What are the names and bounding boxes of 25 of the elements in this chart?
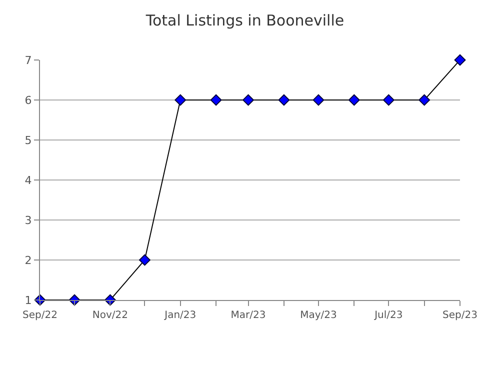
point (242, 94, 254, 106)
point (174, 94, 186, 106)
point (278, 94, 290, 106)
point (312, 94, 324, 106)
x-tick-label: Nov/22 (92, 310, 128, 321)
y-tick-label: 1 (24, 294, 32, 307)
point (418, 94, 430, 106)
y-tick-label: 4 (24, 174, 32, 187)
y-tick-label: 7 (24, 54, 32, 67)
y-tick-label: 5 (24, 134, 32, 147)
x-tick-label: Jan/23 (164, 310, 196, 321)
point (139, 254, 150, 266)
point (454, 54, 466, 66)
x-tick-label: Sep/23 (442, 310, 478, 321)
point (210, 94, 222, 106)
x-tick-label: Mar/23 (230, 310, 266, 321)
y-tick-label: 3 (24, 214, 32, 227)
x-tick-label: Jul/23 (374, 310, 403, 321)
x-tick-label: May/23 (300, 310, 337, 321)
point (382, 94, 394, 106)
y-tick-label: 2 (24, 254, 32, 267)
chart-title: Total Listings in Booneville (144, 12, 344, 30)
y-tick-label: 6 (24, 94, 32, 107)
x-tick-label: Sep/22 (22, 310, 58, 321)
point (348, 94, 360, 106)
